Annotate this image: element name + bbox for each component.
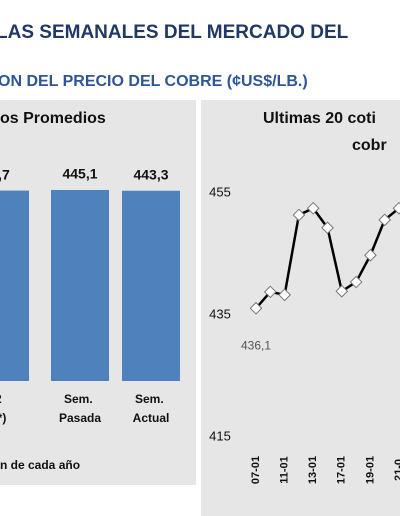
marker [292, 208, 306, 222]
bar [122, 190, 180, 381]
right-panel [201, 100, 400, 516]
x-tick-label: 13-01 [307, 456, 319, 484]
x-tick-label: Sem. Pasada [59, 392, 101, 425]
y-tick-label: 455 [209, 184, 231, 199]
value-label: 436,1 [241, 338, 271, 352]
marker [392, 201, 400, 215]
marker [349, 275, 363, 289]
marker [306, 201, 320, 215]
x-tick-label: 21-0 [393, 459, 400, 481]
marker [321, 221, 334, 235]
marker [249, 301, 263, 315]
marker [278, 288, 291, 302]
x-tick-label: 07-01 [250, 456, 262, 484]
value-label: 3,7 [0, 166, 10, 182]
value-label: 445,1 [62, 166, 97, 182]
marker [378, 213, 392, 227]
x-tick-label: Sem. Actual [133, 392, 170, 425]
y-tick-label: 435 [209, 306, 231, 321]
x-tick-label: 2 (*) [0, 392, 6, 425]
y-tick-label: 415 [209, 428, 231, 443]
page-subtitle: ON DEL PRECIO DEL COBRE (¢US$/LB.) [0, 73, 308, 90]
x-tick-label: 11-01 [279, 456, 291, 484]
line-chart-title: cobr [352, 137, 387, 154]
marker [335, 284, 349, 298]
bar-chart-title: os Promedios [0, 110, 106, 127]
x-tick-label: 19-01 [364, 456, 376, 484]
bar [0, 190, 29, 381]
marker [263, 285, 277, 299]
value-label: 443,3 [133, 166, 168, 182]
bar [51, 190, 109, 381]
page-title: LAS SEMANALES DEL MERCADO DEL [0, 22, 349, 43]
x-tick-label: 17-01 [336, 456, 348, 484]
marker [364, 248, 377, 262]
footnote: n de cada año [0, 458, 80, 472]
line-chart-title: Ultimas 20 coti [263, 110, 376, 127]
